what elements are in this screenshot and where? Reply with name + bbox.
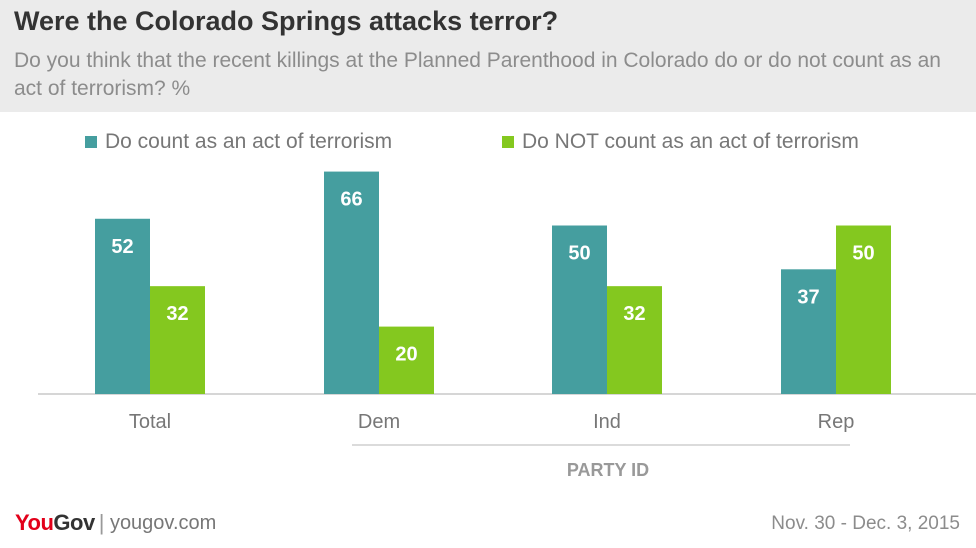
- data-label-ind-series-a: 50: [568, 243, 590, 265]
- bar-total-series-a: [95, 218, 150, 394]
- data-label-rep-series-a: 37: [797, 286, 819, 308]
- data-label-ind-series-b: 32: [623, 303, 645, 325]
- site-url: yougov.com: [109, 511, 217, 534]
- yougov-logo: YouGov |: [15, 510, 110, 536]
- bar-rep-series-a: [781, 269, 836, 394]
- x-tick-label-ind: Ind: [593, 411, 621, 433]
- legend-item-series-a: Do count as an act of terrorism: [85, 128, 392, 156]
- logo-gov: Gov: [53, 510, 95, 535]
- x-tick-label-total: Total: [129, 411, 171, 433]
- legend-label-series-a: Do count as an act of terrorism: [105, 130, 393, 153]
- data-label-rep-series-b: 50: [852, 243, 874, 265]
- data-label-dem-series-b: 20: [395, 344, 417, 366]
- party-id-label: PARTY ID: [567, 460, 649, 480]
- bar-ind-series-a: [552, 225, 607, 394]
- data-label-total-series-b: 32: [166, 303, 188, 325]
- chart-subtitle: Do you think that the recent killings at…: [14, 49, 941, 100]
- bar-rep-series-b: [836, 225, 891, 394]
- legend-swatch-series-a: [85, 136, 97, 148]
- x-tick-label-dem: Dem: [358, 411, 400, 433]
- logo-separator: |: [98, 510, 105, 535]
- header-band: Were the Colorado Springs attacks terror…: [0, 0, 976, 112]
- bar-dem-series-b: [379, 326, 434, 394]
- fieldwork-date: Nov. 30 - Dec. 3, 2015: [771, 513, 960, 534]
- data-label-dem-series-a: 66: [340, 189, 362, 211]
- bar-total-series-b: [150, 286, 205, 394]
- bar-ind-series-b: [607, 286, 662, 394]
- logo-you: You: [15, 510, 54, 535]
- chart-title: Were the Colorado Springs attacks terror…: [14, 6, 559, 36]
- bar-dem-series-a: [324, 171, 379, 394]
- data-label-total-series-a: 52: [111, 236, 133, 258]
- footer-brand: YouGov | yougov.com: [15, 510, 216, 536]
- x-tick-label-rep: Rep: [818, 411, 855, 433]
- legend-item-series-b: Do NOT count as an act of terrorism: [502, 128, 859, 156]
- legend-label-series-b: Do NOT count as an act of terrorism: [522, 130, 859, 153]
- legend-swatch-series-b: [502, 136, 514, 148]
